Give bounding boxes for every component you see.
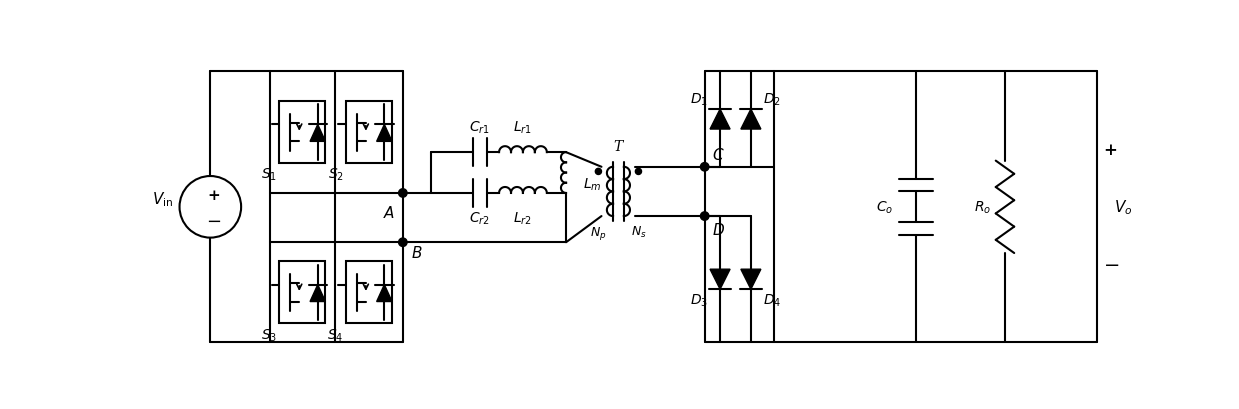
Text: $L_m$: $L_m$ (584, 176, 602, 193)
Polygon shape (377, 125, 392, 142)
Text: $L_{r1}$: $L_{r1}$ (513, 119, 533, 136)
Bar (346, 102, 392, 164)
Text: −: − (1104, 256, 1120, 274)
Circle shape (700, 212, 709, 221)
Text: $D$: $D$ (712, 221, 725, 237)
Circle shape (595, 169, 601, 175)
Text: $S_4$: $S_4$ (327, 326, 343, 343)
Text: $D_4$: $D_4$ (763, 292, 782, 308)
Text: +: + (1104, 141, 1118, 158)
Text: $N_s$: $N_s$ (631, 224, 647, 239)
Text: $A$: $A$ (383, 204, 395, 220)
Text: $C_{r2}$: $C_{r2}$ (470, 210, 491, 227)
Circle shape (636, 169, 642, 175)
Text: $C_o$: $C_o$ (876, 199, 893, 216)
Text: $S_2$: $S_2$ (327, 166, 343, 183)
Text: $B$: $B$ (410, 244, 422, 260)
Text: $D_3$: $D_3$ (690, 292, 707, 308)
Text: $S_3$: $S_3$ (260, 326, 278, 343)
Polygon shape (710, 270, 730, 290)
Polygon shape (741, 110, 761, 130)
Polygon shape (710, 110, 730, 130)
Text: $V_{\rm in}$: $V_{\rm in}$ (152, 190, 173, 209)
Text: $C_{r1}$: $C_{r1}$ (470, 119, 491, 136)
Circle shape (399, 189, 408, 198)
Polygon shape (741, 270, 761, 290)
Text: $R_o$: $R_o$ (974, 199, 991, 216)
Polygon shape (310, 125, 326, 142)
Text: $S_1$: $S_1$ (261, 166, 278, 183)
Polygon shape (310, 285, 326, 302)
Circle shape (700, 163, 709, 172)
Text: +: + (208, 189, 221, 203)
Text: $D_2$: $D_2$ (763, 91, 781, 108)
Bar (279, 102, 326, 164)
Text: $C$: $C$ (712, 147, 725, 163)
Polygon shape (377, 285, 392, 302)
Circle shape (399, 238, 408, 247)
Text: $D_1$: $D_1$ (690, 91, 707, 108)
Text: $V_o$: $V_o$ (1114, 198, 1132, 217)
Bar (346, 262, 392, 323)
Text: $L_{r2}$: $L_{r2}$ (513, 210, 533, 227)
Bar (279, 262, 326, 323)
Text: −: − (207, 212, 222, 230)
Text: T: T (613, 139, 623, 153)
Text: $N_p$: $N_p$ (590, 224, 607, 241)
